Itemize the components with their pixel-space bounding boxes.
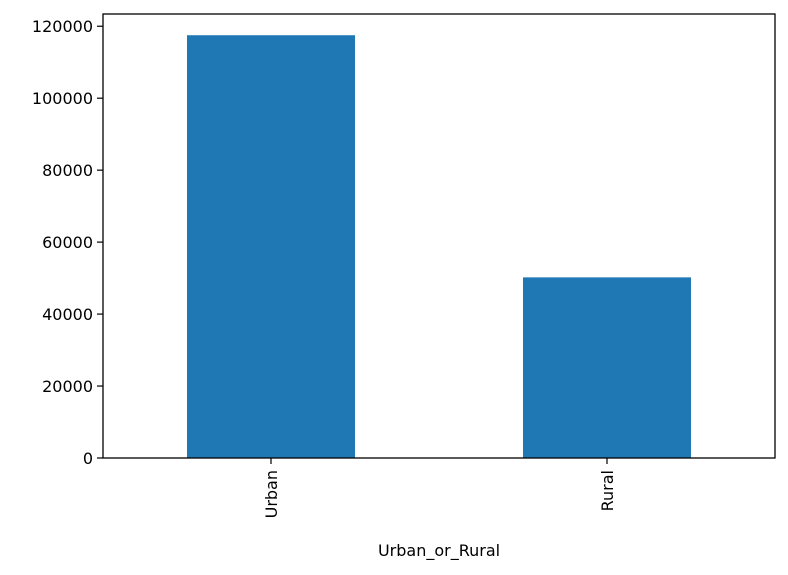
x-tick-label-rural: Rural bbox=[598, 470, 617, 511]
plot-frame bbox=[102, 13, 776, 459]
y-tick-label: 80000 bbox=[42, 161, 93, 180]
bars-layer bbox=[187, 35, 691, 459]
y-tick-label: 20000 bbox=[42, 377, 93, 396]
y-tick-label: 60000 bbox=[42, 233, 93, 252]
x-tick-label-urban: Urban bbox=[262, 470, 281, 518]
bar-urban bbox=[187, 35, 355, 459]
x-axis-label: Urban_or_Rural bbox=[378, 541, 500, 561]
y-axis: 0 20000 40000 60000 80000 100000 120000 bbox=[32, 17, 103, 468]
y-tick-label: 40000 bbox=[42, 305, 93, 324]
bar-rural bbox=[523, 277, 691, 458]
y-tick-label: 100000 bbox=[32, 89, 93, 108]
x-axis: Urban Rural bbox=[262, 458, 617, 518]
y-tick-label: 0 bbox=[83, 449, 93, 468]
y-tick-label: 120000 bbox=[32, 17, 93, 36]
